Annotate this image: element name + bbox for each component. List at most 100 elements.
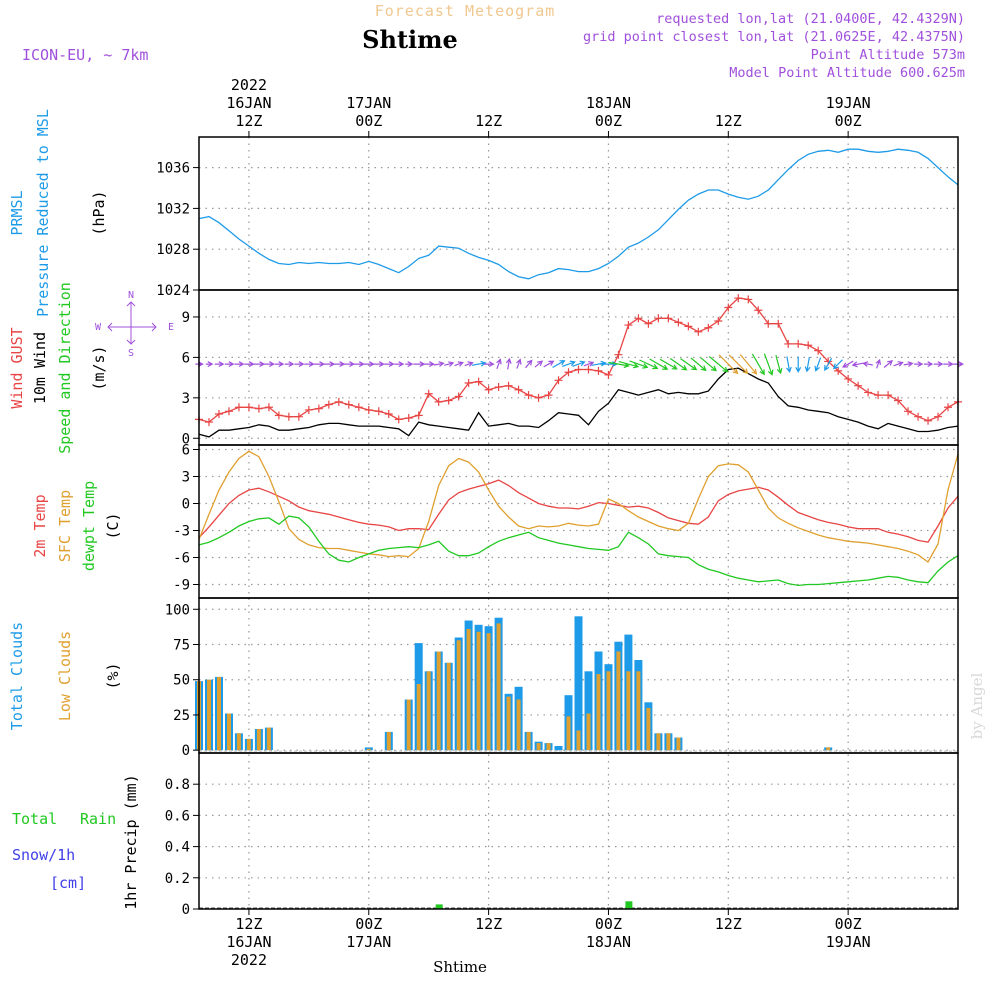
grid-lines — [199, 137, 958, 909]
legend-prmsl: PRMSL — [8, 190, 26, 235]
point-altitude: Point Altitude 573m — [811, 47, 965, 63]
wind-direction-arrow — [454, 361, 464, 367]
low-cloud-bar — [456, 640, 461, 751]
y-tick-label: 1028 — [156, 242, 190, 258]
panel-frame — [198, 444, 959, 599]
wind-direction-arrow — [804, 356, 811, 373]
y-tick-label: 100 — [165, 602, 190, 618]
gust-marker — [314, 404, 323, 413]
y-tick-label: 0.2 — [165, 871, 190, 887]
wind-direction-arrow — [405, 361, 414, 368]
pressure-ylabel: (hPa) — [90, 190, 108, 235]
top-time-label: 00Z — [835, 112, 862, 130]
bottom-time-label: 00Z — [595, 915, 622, 933]
wind-direction-arrow — [483, 361, 495, 368]
wind-direction-arrow — [464, 361, 474, 367]
wind-direction-arrow — [728, 354, 749, 375]
wind-direction-arrow — [205, 361, 214, 368]
gust-marker — [284, 412, 293, 421]
gust-marker — [534, 393, 543, 402]
precip-ylabel: 1hr Precip (mm) — [122, 774, 140, 909]
low-cloud-bar — [236, 733, 241, 751]
clouds-ylabel: (%) — [104, 662, 122, 689]
y-tick-label: -3 — [173, 524, 190, 540]
wind-direction-arrow — [214, 361, 225, 368]
gust-marker — [274, 411, 283, 420]
low-cloud-bar — [646, 707, 651, 751]
gust-marker — [864, 388, 873, 397]
low-cloud-bar — [636, 671, 641, 751]
legend-pressure-msl: Pressure Reduced to MSL — [34, 109, 52, 317]
gust-marker — [264, 403, 273, 412]
gust-marker — [224, 407, 233, 416]
wind-direction-arrow — [924, 361, 934, 368]
wind-direction-arrow — [751, 353, 765, 376]
gust-marker — [584, 365, 593, 374]
gust-marker — [714, 317, 723, 325]
gust-marker — [774, 319, 783, 328]
bottom-time-label: 12Z — [235, 915, 262, 933]
gust-marker — [454, 392, 463, 401]
legend-snow-unit: [cm] — [50, 874, 86, 892]
cloud-labels: Total Clouds Low Clouds (%) — [8, 622, 122, 730]
wind-direction-arrow — [313, 361, 326, 368]
temp-dewpt-line — [198, 515, 959, 587]
gust-marker — [404, 414, 413, 423]
bottom-time-label: 16JAN — [226, 933, 271, 951]
gust-marker — [244, 403, 253, 412]
wind-direction-arrow — [505, 357, 512, 370]
bottom-time-label: 2022 — [231, 951, 267, 969]
gust-marker — [794, 339, 803, 348]
forecast-title: Forecast Meteogram — [375, 2, 556, 20]
gust-marker — [254, 404, 263, 413]
gust-marker — [804, 341, 813, 350]
gust-marker — [234, 403, 243, 412]
top-time-label: 17JAN — [346, 94, 391, 112]
wind-direction-arrow — [433, 361, 445, 367]
model-label: ICON-EU, ~ 7km — [22, 46, 148, 64]
gust-marker — [914, 412, 923, 421]
requested-coords: requested lon,lat (21.0400E, 42.4329N) — [656, 11, 965, 27]
y-tick-label: 0.4 — [165, 840, 190, 856]
wind-direction-arrow — [914, 361, 924, 368]
gust-marker — [604, 370, 613, 379]
wind-labels: Wind GUST 10m Wind Speed and Direction (… — [8, 282, 174, 454]
gust-marker — [614, 350, 623, 359]
wind-direction-arrow — [384, 361, 395, 368]
gust-marker — [624, 321, 633, 330]
gust-marker — [684, 322, 693, 331]
wind-direction-arrow — [323, 361, 336, 368]
compass-e: E — [168, 322, 174, 333]
gust-marker — [364, 405, 373, 414]
gust-marker — [874, 391, 883, 400]
wind-direction-arrow — [795, 356, 802, 373]
legend-wind-gust: Wind GUST — [8, 327, 26, 408]
pressure-labels: PRMSL Pressure Reduced to MSL (hPa) — [8, 109, 108, 317]
gust-marker — [664, 314, 673, 323]
wind-direction-arrow — [274, 361, 285, 368]
pressure-panel — [198, 148, 959, 280]
y-tick-label: 1024 — [156, 283, 190, 299]
wind-direction-arrow — [903, 361, 914, 367]
gust-marker — [574, 365, 583, 374]
low-cloud-bar — [606, 671, 611, 751]
watermark: by Angel — [968, 672, 986, 739]
legend-sfc-temp: SFC Temp — [56, 490, 74, 562]
gust-marker — [214, 410, 223, 418]
bottom-time-label: 17JAN — [346, 933, 391, 951]
legend-total-clouds: Total Clouds — [8, 622, 26, 730]
top-time-label: 18JAN — [586, 94, 631, 112]
y-tick-label: 25 — [173, 708, 190, 724]
wind-direction-arrow — [234, 361, 245, 368]
wind-direction-arrow — [516, 358, 522, 369]
gust-marker — [944, 403, 953, 412]
bottom-time-label: 19JAN — [826, 933, 871, 951]
wind-direction-arrow — [294, 361, 305, 368]
wind-direction-arrow — [224, 361, 235, 368]
low-cloud-bar — [546, 743, 551, 751]
wind-direction-arrow — [649, 358, 669, 370]
compass-s: S — [128, 348, 134, 359]
wind-direction-arrow — [444, 361, 455, 367]
wind-ylabel: (m/s) — [90, 345, 108, 390]
bottom-time-label: 00Z — [835, 915, 862, 933]
